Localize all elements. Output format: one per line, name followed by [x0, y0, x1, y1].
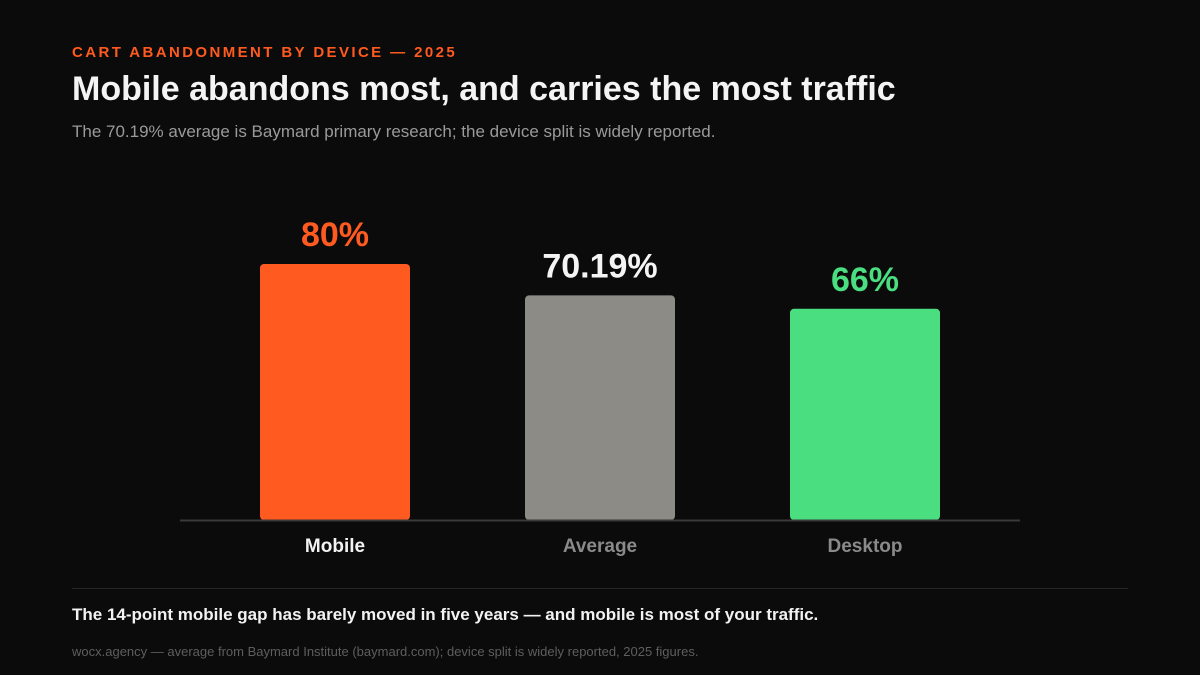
chart-title: Mobile abandons most, and carries the mo…	[72, 70, 896, 108]
bar-mobile	[260, 264, 410, 520]
value-label-mobile: 80%	[301, 216, 369, 254]
value-label-desktop: 66%	[831, 261, 899, 299]
bar-desktop	[790, 308, 940, 520]
chart-subtitle: The 70.19% average is Baymard primary re…	[72, 122, 716, 141]
bar-average	[525, 295, 675, 520]
value-label-average: 70.19%	[542, 247, 657, 285]
chart-source-note: wocx.agency — average from Baymard Insti…	[72, 644, 699, 659]
chart-takeaway: The 14-point mobile gap has barely moved…	[72, 605, 819, 624]
category-label-desktop: Desktop	[828, 536, 903, 557]
footer-divider	[72, 588, 1128, 589]
category-label-mobile: Mobile	[305, 536, 365, 557]
category-label-average: Average	[563, 536, 637, 557]
chart-eyebrow: CART ABANDONMENT BY DEVICE — 2025	[72, 44, 458, 61]
